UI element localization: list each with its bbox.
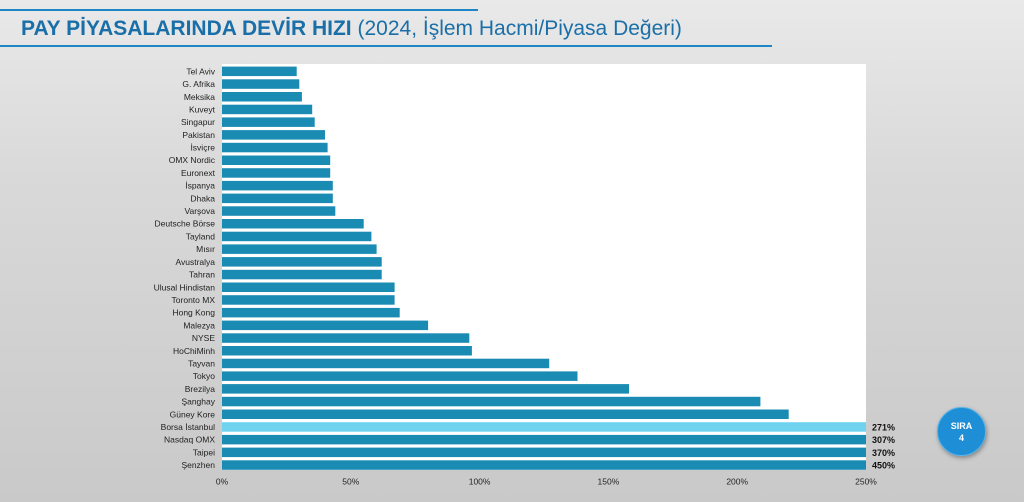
category-label: Singapur <box>181 117 215 127</box>
x-tick-label: 250% <box>855 476 877 486</box>
bar-13 <box>222 231 372 242</box>
x-tick-label: 0% <box>216 476 229 486</box>
category-label: Borsa İstanbul <box>161 422 215 432</box>
category-label: NYSE <box>192 333 215 343</box>
category-label: Brezilya <box>185 384 216 394</box>
bar-16 <box>222 269 382 280</box>
category-label: Tayland <box>186 231 216 241</box>
bar-24 <box>222 371 578 381</box>
value-label: 370% <box>872 448 895 458</box>
value-label: 450% <box>872 461 895 471</box>
bar-31 <box>222 460 866 470</box>
category-label: Pakistan <box>182 130 215 140</box>
bar-15 <box>222 257 382 267</box>
category-label: Şanghay <box>181 397 215 407</box>
bar-17 <box>222 282 395 292</box>
bar-29 <box>222 434 866 445</box>
bar-9 <box>222 180 333 191</box>
bar-8 <box>222 168 331 178</box>
category-label: Euronext <box>181 168 216 178</box>
category-label: Hong Kong <box>172 308 215 318</box>
category-label: İspanya <box>185 181 215 191</box>
bar-23 <box>222 358 550 369</box>
category-label: Toronto MX <box>172 295 216 305</box>
rank-badge: SIRA 4 <box>937 407 986 456</box>
category-label: Deutsche Börse <box>155 219 216 229</box>
category-label: Mısır <box>196 244 215 254</box>
category-label: Meksika <box>184 92 215 102</box>
title-underline <box>0 45 772 47</box>
x-tick-label: 150% <box>598 476 620 486</box>
value-label: 271% <box>872 422 895 432</box>
category-label: Taipei <box>193 447 215 457</box>
bar-12 <box>222 219 364 229</box>
page-title: PAY PİYASALARINDA DEVİR HIZI (2024, İşle… <box>21 17 682 41</box>
title-bold: PAY PİYASALARINDA DEVİR HIZI <box>21 17 352 40</box>
category-label: OMX Nordic <box>169 155 216 165</box>
category-label: Kuveyt <box>189 104 216 114</box>
bar-10 <box>222 193 333 204</box>
category-label: Tel Aviv <box>186 66 215 76</box>
bar-21 <box>222 333 470 343</box>
value-label: 307% <box>872 435 895 445</box>
bar-5 <box>222 130 325 140</box>
bar-4 <box>222 117 315 127</box>
category-label: Dhaka <box>190 193 215 203</box>
bar-11 <box>222 206 336 216</box>
rank-badge-label: SIRA <box>950 420 973 431</box>
top-accent-line <box>0 9 478 11</box>
bar-26 <box>222 396 761 407</box>
bar-19 <box>222 307 400 318</box>
bar-2 <box>222 92 302 102</box>
bar-1 <box>222 79 300 89</box>
category-label: Tahran <box>189 270 215 280</box>
bar-22 <box>222 346 472 356</box>
category-label: Varşova <box>184 206 215 216</box>
category-label: Şenzhen <box>181 460 215 470</box>
category-label: İsviçre <box>190 143 215 153</box>
category-label: Malezya <box>183 320 215 330</box>
bar-3 <box>222 104 313 115</box>
category-label: Tokyo <box>193 371 215 381</box>
category-label: Ulusal Hindistan <box>154 282 216 292</box>
bar-28 <box>222 422 866 432</box>
bar-6 <box>222 142 328 153</box>
rank-badge-value: 4 <box>958 432 964 443</box>
bar-14 <box>222 244 377 254</box>
x-tick-label: 200% <box>726 476 748 486</box>
bar-18 <box>222 295 395 305</box>
category-label: HoChiMinh <box>173 346 215 356</box>
title-subtitle: (2024, İşlem Hacmi/Piyasa Değeri) <box>357 17 682 40</box>
category-label: Nasdaq OMX <box>164 435 215 445</box>
category-label: G. Afrika <box>182 79 215 89</box>
category-label: Avustralya <box>175 257 215 267</box>
category-label: Tayvan <box>188 358 215 368</box>
x-tick-label: 50% <box>342 476 359 486</box>
bar-25 <box>222 384 629 394</box>
x-tick-label: 100% <box>469 476 491 486</box>
bar-20 <box>222 320 429 331</box>
category-label: Güney Kore <box>170 409 216 419</box>
bar-27 <box>222 409 789 419</box>
bar-7 <box>222 155 331 165</box>
bar-30 <box>222 447 866 458</box>
bar-0 <box>222 66 297 77</box>
